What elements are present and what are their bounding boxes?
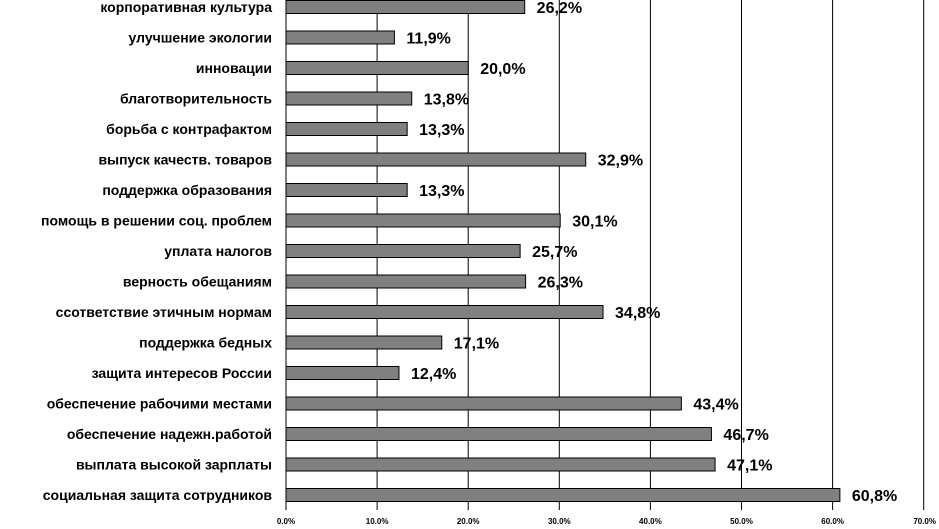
value-label: 43,4% (693, 397, 738, 414)
value-label: 17,1% (454, 336, 499, 353)
value-label: 34,8% (615, 305, 660, 322)
category-label: обеспечение надежн.работой (67, 426, 272, 442)
value-label: 30,1% (572, 214, 617, 231)
category-label: уплата налогов (164, 243, 272, 259)
bar (285, 457, 716, 472)
x-tick-label: 20.0% (457, 517, 480, 526)
category-label: благотворительность (120, 91, 272, 107)
category-label: помощь в решении соц. проблем (41, 213, 272, 229)
category-label: обеспечение рабочими местами (47, 396, 272, 412)
value-label: 13,8% (424, 92, 469, 109)
category-label: социальная защита сотрудников (43, 487, 273, 503)
category-label: верность обещаниям (123, 274, 272, 290)
bar (285, 61, 469, 75)
bar (285, 0, 526, 14)
value-label: 13,3% (419, 183, 464, 200)
bar (285, 152, 587, 167)
value-label: 26,2% (537, 0, 582, 17)
bars-layer (285, 0, 841, 502)
category-label: корпоративная культура (100, 0, 272, 15)
x-tick-label: 10.0% (366, 517, 389, 526)
bar (285, 91, 413, 106)
bar (285, 305, 604, 319)
bar (285, 183, 408, 197)
bar (285, 396, 682, 411)
category-label: инновации (196, 60, 272, 76)
value-label: 47,1% (727, 458, 772, 475)
value-label: 26,3% (538, 275, 583, 292)
bar (285, 213, 561, 228)
x-tick-label: 30.0% (548, 517, 571, 526)
category-label: поддержка образования (102, 182, 272, 198)
value-label: 12,4% (411, 366, 456, 383)
category-label: поддержка бедных (139, 335, 272, 351)
bar (285, 366, 400, 380)
x-tick-label: 40.0% (639, 517, 662, 526)
value-label: 46,7% (723, 427, 768, 444)
bar (285, 244, 521, 258)
category-label: выплата высокой зарплаты (76, 457, 272, 473)
x-axis-ticks: 0.0% 10.0% 20.0% 30.0% 40.0% 50.0% 60.0% 70.0% (277, 517, 936, 526)
bar (285, 274, 527, 289)
bar (285, 122, 408, 136)
bar (285, 30, 395, 45)
bar (285, 488, 841, 502)
value-label: 11,9% (406, 31, 450, 48)
category-label: улучшение экологии (129, 30, 272, 46)
value-label: 25,7% (532, 244, 577, 261)
bar (285, 427, 712, 441)
x-tick-label: 50.0% (730, 517, 753, 526)
value-label: 13,3% (419, 122, 464, 139)
x-tick-label: 60.0% (821, 517, 844, 526)
x-tick-label: 70.0% (913, 517, 936, 526)
category-label: выпуск качеств. товаров (99, 152, 273, 168)
value-label: 20,0% (480, 61, 525, 78)
category-label: борьба с контрафактом (106, 121, 272, 137)
category-label: ссответствие этичным нормам (56, 304, 272, 320)
bar (285, 335, 443, 350)
value-label: 32,9% (598, 153, 643, 170)
labels-layer: корпоративная культура 26,2% улучшение эко… (41, 0, 897, 505)
x-tick-label: 0.0% (277, 517, 295, 526)
category-label: защита интересов России (92, 365, 272, 381)
value-label: 60,8% (852, 488, 897, 505)
